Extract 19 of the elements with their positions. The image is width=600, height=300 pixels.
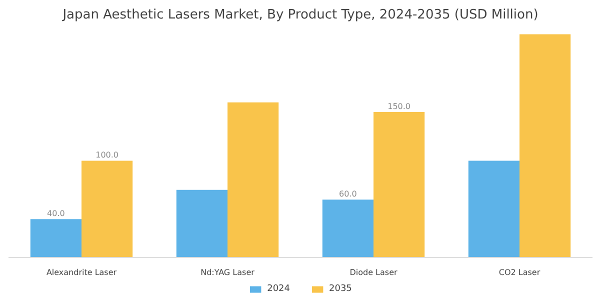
bar (30, 219, 82, 258)
data-label: 150.0 (388, 102, 411, 112)
x-tick-label: Diode Laser (350, 268, 398, 277)
bar (82, 160, 133, 258)
data-label: 60.0 (339, 190, 357, 199)
data-label: 100.0 (96, 150, 119, 160)
chart-title: Japan Aesthetic Lasers Market, By Product Type, 2024-2035 (USD Million) (62, 8, 538, 22)
legend-label: 2024 (267, 284, 290, 294)
bar (468, 160, 520, 258)
x-tick-label: Alexandrite Laser (46, 268, 118, 277)
bar (374, 112, 425, 258)
x-tick-label: Nd:YAG Laser (200, 268, 256, 277)
data-label: 40.0 (47, 209, 65, 218)
bar (228, 102, 279, 258)
bar (176, 190, 228, 258)
bar (520, 34, 571, 258)
x-tick-label: CO2 Laser (498, 268, 541, 277)
bar (322, 200, 374, 258)
legend-label: 2035 (329, 284, 352, 294)
